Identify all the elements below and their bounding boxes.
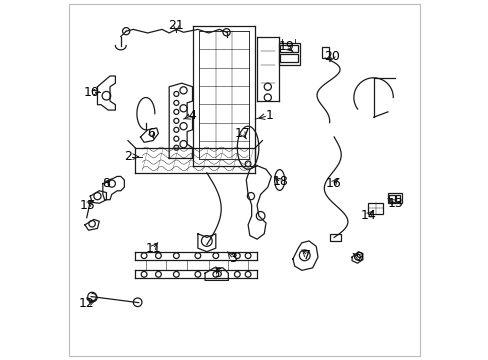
Text: 9: 9 bbox=[355, 251, 363, 264]
Text: 8: 8 bbox=[102, 177, 110, 190]
Text: 16: 16 bbox=[325, 177, 341, 190]
Text: 1: 1 bbox=[265, 109, 273, 122]
Bar bbox=[395, 195, 399, 202]
Text: 21: 21 bbox=[168, 19, 184, 32]
Bar bbox=[388, 195, 394, 202]
Text: 17: 17 bbox=[234, 127, 250, 140]
Text: 6: 6 bbox=[147, 127, 155, 140]
Text: 15: 15 bbox=[80, 199, 95, 212]
Text: 10: 10 bbox=[84, 86, 100, 99]
Text: 13: 13 bbox=[386, 197, 402, 210]
Bar bbox=[321, 47, 328, 58]
Text: 12: 12 bbox=[79, 297, 94, 310]
Text: 7: 7 bbox=[303, 249, 311, 262]
Text: 18: 18 bbox=[272, 175, 288, 188]
Text: 19: 19 bbox=[278, 40, 294, 53]
Bar bbox=[329, 234, 340, 241]
Text: 11: 11 bbox=[145, 242, 161, 255]
Text: 2: 2 bbox=[124, 150, 132, 163]
Text: 20: 20 bbox=[324, 50, 340, 63]
Bar bbox=[387, 193, 401, 203]
Bar bbox=[367, 203, 383, 214]
Text: 4: 4 bbox=[188, 109, 196, 122]
Text: 3: 3 bbox=[228, 252, 237, 265]
Text: 5: 5 bbox=[215, 267, 223, 280]
Bar bbox=[280, 45, 298, 51]
Bar bbox=[280, 54, 298, 62]
Text: 14: 14 bbox=[360, 210, 375, 222]
Bar bbox=[278, 43, 300, 65]
